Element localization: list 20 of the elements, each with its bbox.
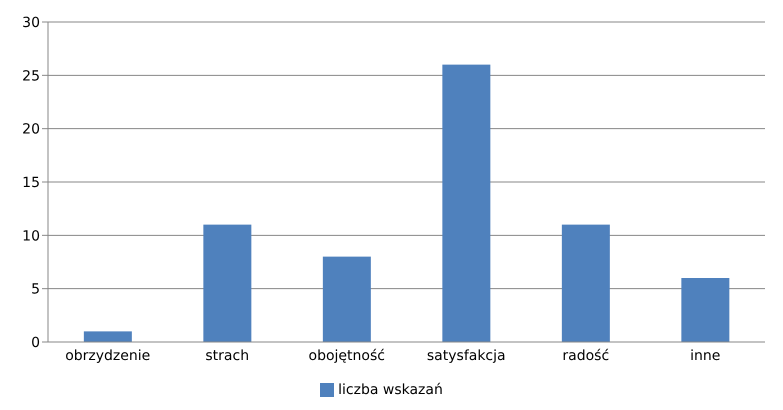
x-tick-label: radość [562, 348, 610, 364]
x-tick-label: strach [205, 348, 250, 364]
x-tick-label: inne [690, 348, 720, 364]
bar [84, 331, 132, 342]
y-tick-label: 15 [22, 174, 40, 191]
y-tick-label: 25 [22, 68, 40, 84]
bar [322, 256, 371, 342]
bar [203, 224, 252, 342]
bar [562, 224, 610, 342]
bar [681, 278, 730, 342]
x-tick-label: satysfakcja [426, 348, 506, 364]
legend-label: liczba wskazań [338, 382, 443, 398]
x-tick-label: obrzydzenie [65, 348, 150, 364]
y-tick-label: 30 [22, 14, 40, 31]
y-tick-label: 20 [22, 122, 40, 138]
y-tick-label: 0 [31, 334, 40, 351]
y-tick-label: 10 [22, 228, 40, 244]
x-tick-label: obojętność [308, 348, 385, 364]
bar [442, 64, 490, 342]
y-tick-label: 5 [31, 282, 40, 298]
